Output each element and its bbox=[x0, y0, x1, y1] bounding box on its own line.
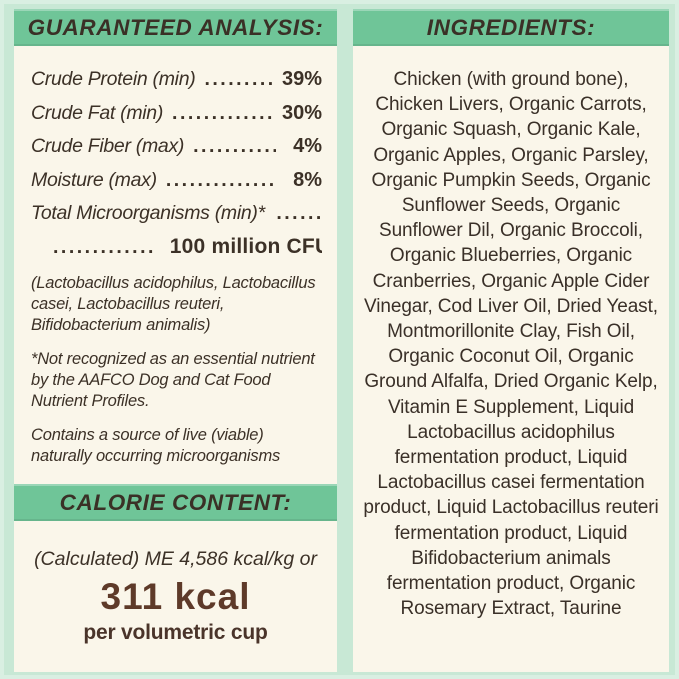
live-microorganisms-note: Contains a source of live (viable) natur… bbox=[31, 426, 281, 465]
ingredients-header: INGREDIENTS: bbox=[353, 9, 669, 46]
dot-leader: ................ bbox=[193, 135, 276, 157]
analysis-value: 8% bbox=[293, 168, 322, 191]
analysis-label: Crude Fiber (max) bbox=[31, 135, 185, 157]
ingredients-title: INGREDIENTS: bbox=[426, 14, 596, 40]
ingredients-text: Chicken (with ground bone), Chicken Live… bbox=[363, 69, 659, 620]
dot-leader: ................. bbox=[172, 101, 276, 124]
dot-leader: .......... bbox=[276, 202, 322, 224]
calorie-content-title: CALORIE CONTENT: bbox=[59, 489, 292, 515]
microorganisms-value: 100 million CFU/kg bbox=[169, 235, 322, 258]
left-panel: GUARANTEED ANALYSIS: Crude Protein (min)… bbox=[14, 9, 337, 672]
calorie-content-body: (Calculated) ME 4,586 kcal/kg or 311 kca… bbox=[14, 521, 337, 672]
analysis-row-moisture: Moisture (max) .................. 8% bbox=[31, 169, 322, 192]
analysis-row-crude-protein: Crude Protein (min) ............. 39% bbox=[31, 68, 322, 91]
guaranteed-analysis-header: GUARANTEED ANALYSIS: bbox=[14, 9, 337, 46]
dot-leader: ............. bbox=[53, 236, 156, 258]
microorganisms-value-line: ............. 100 million CFU/kg bbox=[31, 235, 322, 259]
probiotic-species-note: (Lactobacillus acidophilus, Lactobacillu… bbox=[31, 274, 316, 334]
calculated-me-line: (Calculated) ME 4,586 kcal/kg or bbox=[34, 548, 317, 570]
analysis-label: Total Microorganisms (min)* bbox=[31, 202, 265, 224]
analysis-row-microorganisms: Total Microorganisms (min)* .......... bbox=[31, 202, 322, 225]
guaranteed-analysis-title: GUARANTEED ANALYSIS: bbox=[27, 14, 324, 40]
analysis-label: Moisture (max) bbox=[31, 168, 157, 191]
kcal-value: 311 kcal bbox=[100, 576, 251, 617]
calorie-content-header: CALORIE CONTENT: bbox=[14, 484, 337, 521]
dot-leader: ............. bbox=[204, 68, 276, 90]
analysis-row-crude-fiber: Crude Fiber (max) ................ 4% bbox=[31, 135, 322, 158]
kcal-unit: per volumetric cup bbox=[83, 621, 268, 644]
ingredients-panel: INGREDIENTS: Chicken (with ground bone),… bbox=[353, 9, 669, 672]
analysis-label: Crude Fat (min) bbox=[31, 101, 164, 124]
analysis-label: Crude Protein (min) bbox=[31, 68, 196, 90]
analysis-row-crude-fat: Crude Fat (min) ................. 30% bbox=[31, 102, 322, 125]
analysis-value: 30% bbox=[281, 101, 322, 124]
aafco-disclaimer-note: *Not recognized as an essential nutrient… bbox=[31, 350, 315, 410]
guaranteed-analysis-body: Crude Protein (min) ............. 39% Cr… bbox=[14, 46, 337, 484]
analysis-value: 4% bbox=[293, 135, 322, 157]
ingredients-body: Chicken (with ground bone), Chicken Live… bbox=[353, 46, 669, 672]
analysis-value: 39% bbox=[281, 68, 322, 90]
dot-leader: .................. bbox=[165, 168, 276, 191]
